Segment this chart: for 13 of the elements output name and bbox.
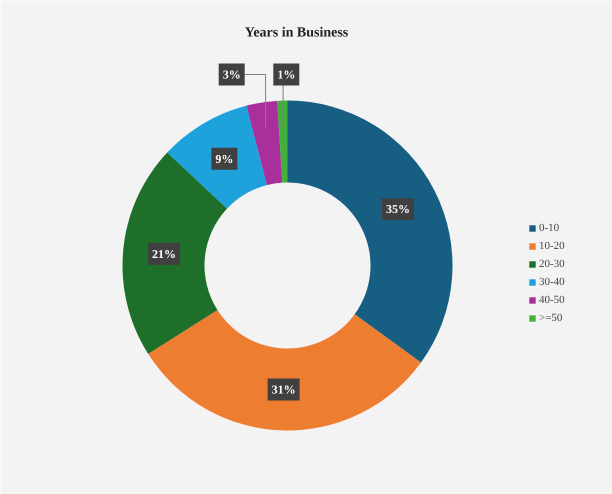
legend-label: >=50 [539,312,562,324]
chart-title: Years in Business [244,26,349,40]
data-label: 9% [215,152,234,166]
data-label: 1% [277,68,296,82]
legend-label: 20-30 [539,258,565,270]
legend-label: 10-20 [539,240,565,252]
data-label: 35% [386,202,410,216]
legend-label: 40-50 [539,294,565,306]
data-label: 3% [222,68,241,82]
data-label: 21% [152,246,176,261]
legend-label: 0-10 [539,222,560,234]
data-label: 31% [272,382,296,396]
legend-label: 30-40 [539,276,565,288]
